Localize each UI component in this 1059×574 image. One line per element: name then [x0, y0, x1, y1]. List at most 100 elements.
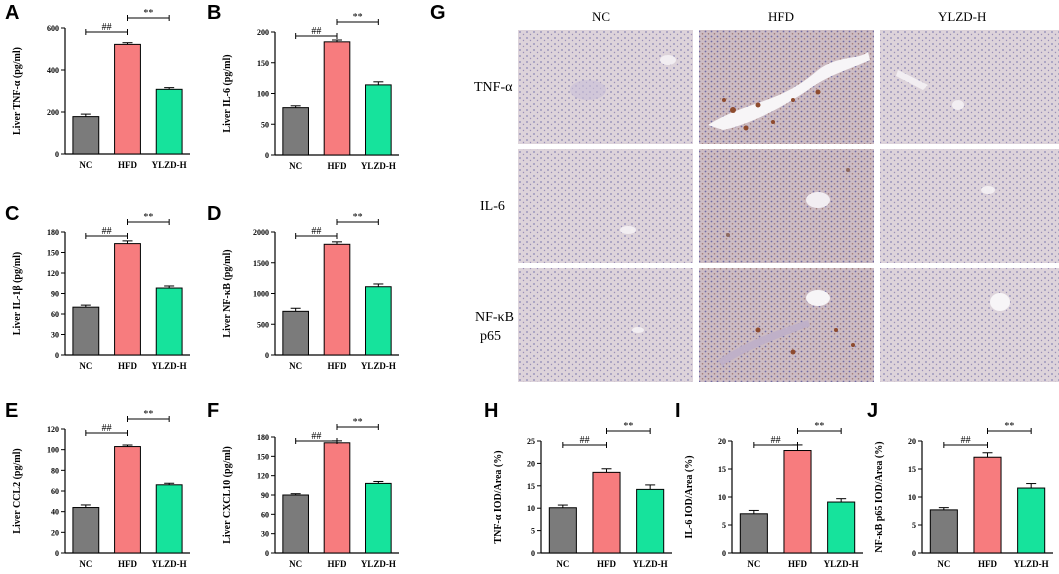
y-tick-label: 10: [527, 504, 535, 513]
x-tick-label: NC: [747, 559, 760, 569]
y-axis-label: IL-6 IOD/Area (%): [684, 455, 695, 538]
x-tick-label: YLZD-H: [152, 160, 187, 170]
y-tick-label: 60: [51, 310, 59, 319]
x-tick-label: YLZD-H: [633, 559, 668, 569]
y-tick-label: 200: [257, 28, 269, 37]
bar-ylzd-h: [365, 482, 392, 554]
x-tick-label: NC: [79, 559, 92, 569]
y-tick-label: 90: [261, 491, 269, 500]
y-tick-label: 30: [261, 530, 269, 539]
y-tick-label: 10: [718, 493, 726, 502]
bar-hfd: [592, 471, 621, 554]
bar-ylzd-h: [365, 84, 392, 156]
bar-hfd: [783, 450, 812, 554]
y-tick-label: 0: [55, 549, 59, 558]
y-tick-label: 20: [718, 437, 726, 446]
sig-label-hash: ##: [102, 22, 112, 33]
bar-nc: [282, 107, 309, 156]
x-tick-label: HFD: [328, 559, 347, 569]
x-tick-label: NC: [79, 160, 92, 170]
x-tick-label: HFD: [978, 559, 997, 569]
panel-label-g: G: [430, 2, 446, 24]
x-tick-label: HFD: [118, 160, 137, 170]
y-tick-label: 20: [527, 459, 535, 468]
y-tick-label: 120: [47, 425, 59, 434]
y-tick-label: 10: [908, 493, 916, 502]
bar-nc: [548, 507, 577, 554]
panel-label-c: C: [5, 203, 20, 225]
x-tick-label: YLZD-H: [152, 559, 187, 569]
x-tick-label: HFD: [597, 559, 616, 569]
bar-ylzd-h: [365, 286, 392, 356]
bar-hfd: [323, 243, 351, 356]
y-tick-label: 5: [722, 521, 726, 530]
panel-label-b: B: [207, 2, 222, 24]
histology-row-label-nfkb: NF-κB: [475, 310, 514, 325]
y-tick-label: 180: [257, 433, 269, 442]
sig-label-hash: ##: [311, 226, 321, 237]
bar-hfd: [973, 456, 1002, 554]
y-tick-label: 180: [47, 228, 59, 237]
y-axis-label: TNF-α IOD/Area (%): [493, 450, 504, 543]
sig-label-star: **: [353, 417, 363, 428]
sig-label-hash: ##: [580, 435, 590, 446]
sig-label-star: **: [143, 409, 153, 420]
y-tick-label: 25: [527, 437, 535, 446]
panel-label-e: E: [5, 400, 19, 422]
y-tick-label: 0: [912, 549, 916, 558]
y-tick-label: 0: [265, 549, 269, 558]
y-tick-label: 500: [257, 320, 269, 329]
y-tick-label: 15: [908, 465, 916, 474]
y-axis-label: Liver IL-1β (pg/ml): [12, 252, 23, 335]
x-tick-label: NC: [289, 161, 302, 171]
sig-label-hash: ##: [961, 435, 971, 446]
y-tick-label: 30: [51, 331, 59, 340]
y-tick-label: 60: [261, 510, 269, 519]
y-tick-label: 20: [908, 437, 916, 446]
bar-nc: [72, 507, 100, 554]
y-tick-label: 20: [51, 528, 59, 537]
sig-label-star: **: [623, 421, 633, 432]
histology-column-label-ylzd-h: YLZD-H: [938, 9, 987, 24]
y-tick-label: 200: [47, 108, 59, 117]
histology-row-label-p65: p65: [480, 329, 501, 344]
histology-tile-ylzd-nfkb: [880, 268, 1059, 382]
x-tick-label: YLZD-H: [152, 361, 187, 371]
chart-j: 0 5 10 15 20 NF-κB p65 IOD/Area (%) NC HFD YLZD-…: [874, 421, 1053, 569]
panel-label-a: A: [5, 2, 20, 24]
histology-column-label-nc: NC: [592, 9, 611, 24]
y-tick-label: 15: [718, 465, 726, 474]
sig-label-hash: ##: [311, 26, 321, 37]
histology-tile-ylzd-tnf: [880, 30, 1059, 144]
x-tick-label: NC: [289, 361, 302, 371]
histology-tile-ylzd-il6: [880, 149, 1059, 263]
histology-tile-nc-nfkb: [518, 268, 693, 382]
y-tick-label: 5: [531, 527, 535, 536]
sig-label-hash: ##: [311, 431, 321, 442]
panel-label-h: H: [484, 400, 499, 422]
y-tick-label: 100: [47, 446, 59, 455]
bar-ylzd-h: [155, 287, 183, 356]
chart-f: 0 30 60 90 120 150 180 Liver CXCL10 (pg/ml) NC HF…: [222, 417, 399, 569]
sig-label-star: **: [353, 12, 363, 23]
bar-ylzd-h: [636, 488, 665, 554]
y-axis-label: Liver CCL2 (pg/ml): [12, 448, 23, 533]
y-tick-label: 100: [257, 90, 269, 99]
panel-label-d: D: [207, 203, 222, 225]
y-tick-label: 0: [265, 351, 269, 360]
y-axis-label: Liver CXCL10 (pg/ml): [222, 446, 233, 544]
y-tick-label: 1000: [253, 290, 269, 299]
x-tick-label: NC: [937, 559, 950, 569]
x-tick-label: HFD: [118, 559, 137, 569]
y-tick-label: 0: [531, 549, 535, 558]
bar-nc: [72, 116, 100, 155]
bar-hfd: [114, 446, 141, 554]
chart-e: 0 20 40 60 80 100 120 Liver CCL2 (pg/ml) NC HFD YL…: [12, 409, 190, 569]
x-tick-label: YLZD-H: [1014, 559, 1049, 569]
bar-nc: [72, 306, 100, 356]
sig-label-star: **: [1004, 421, 1014, 432]
x-tick-label: YLZD-H: [361, 161, 396, 171]
y-axis-label: Liver IL-6 (pg/ml): [222, 54, 233, 132]
bar-hfd: [323, 442, 351, 554]
bar-nc: [282, 494, 309, 554]
